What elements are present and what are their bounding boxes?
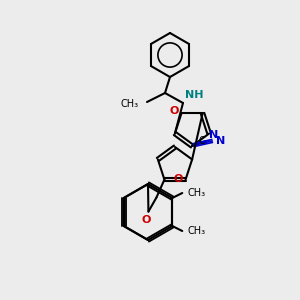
Text: CH₃: CH₃ bbox=[121, 99, 139, 109]
Text: O: O bbox=[174, 174, 183, 184]
Text: O: O bbox=[170, 106, 179, 116]
Text: C: C bbox=[199, 136, 206, 146]
Text: CH₃: CH₃ bbox=[187, 188, 206, 198]
Text: N: N bbox=[209, 130, 219, 140]
Text: O: O bbox=[142, 214, 151, 225]
Text: N: N bbox=[216, 136, 225, 146]
Text: NH: NH bbox=[185, 90, 203, 100]
Text: CH₃: CH₃ bbox=[187, 226, 206, 236]
